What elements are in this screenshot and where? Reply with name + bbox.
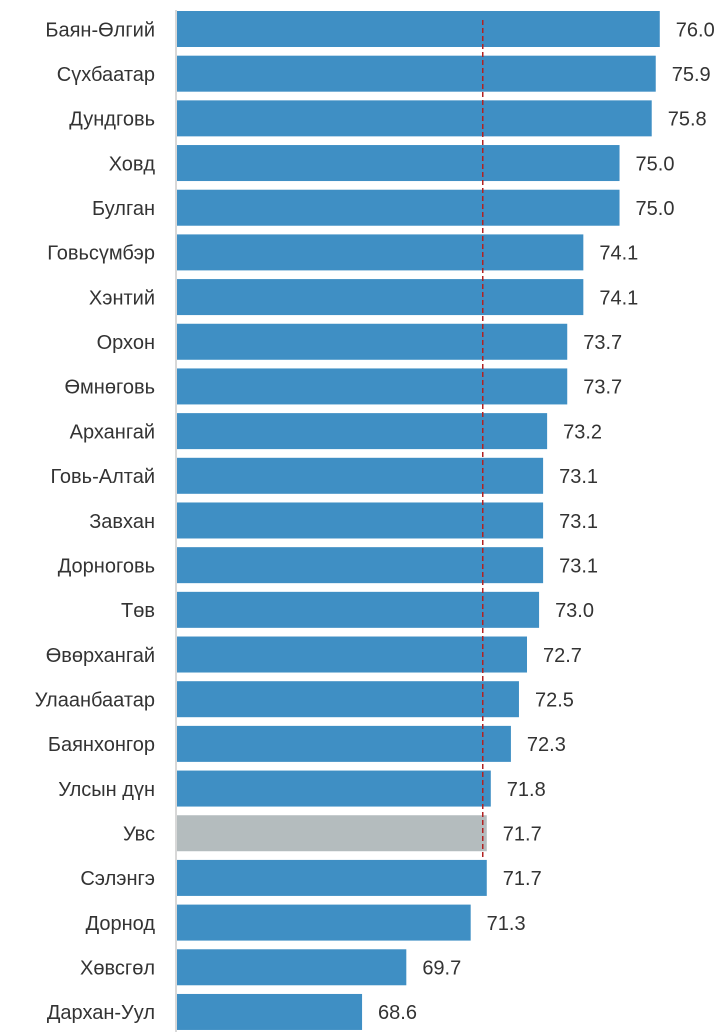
category-label: Булган — [92, 198, 155, 220]
bar — [177, 770, 491, 807]
value-label: 72.5 — [535, 689, 574, 711]
value-label: 69.7 — [422, 958, 461, 980]
value-label: 68.6 — [378, 1002, 417, 1024]
value-label: 74.1 — [599, 287, 638, 309]
value-label: 73.7 — [583, 332, 622, 354]
bar — [177, 234, 584, 271]
bar — [177, 904, 471, 941]
category-label: Өмнөговь — [65, 377, 156, 399]
category-label: Сүхбаатар — [57, 64, 155, 86]
category-label: Ховд — [109, 153, 156, 175]
value-label: 73.0 — [555, 600, 594, 622]
bar — [177, 949, 407, 986]
bar — [177, 189, 620, 226]
category-label: Улсын дүн — [58, 779, 155, 801]
value-label: 75.9 — [672, 64, 711, 86]
category-label: Увс — [123, 824, 155, 846]
bar — [177, 55, 656, 92]
bar — [177, 413, 548, 450]
bar — [177, 279, 584, 316]
bar — [177, 368, 568, 405]
value-label: 71.3 — [487, 913, 526, 935]
category-label: Орхон — [97, 332, 155, 354]
category-label: Баянхонгор — [48, 734, 155, 756]
value-label: 75.8 — [668, 109, 707, 131]
bar — [177, 993, 363, 1030]
bar — [177, 100, 652, 137]
bar — [177, 591, 540, 628]
value-label: 73.1 — [559, 511, 598, 533]
value-label: 72.7 — [543, 645, 582, 667]
value-label: 73.7 — [583, 377, 622, 399]
category-label: Дархан-Уул — [47, 1002, 155, 1024]
category-label: Улаанбаатар — [35, 689, 155, 711]
category-label: Дундговь — [69, 109, 155, 131]
bar — [177, 725, 511, 762]
value-label: 71.7 — [503, 868, 542, 890]
bar — [177, 636, 528, 673]
value-label: 71.7 — [503, 824, 542, 846]
bar — [177, 815, 487, 852]
category-label: Говьсүмбэр — [47, 243, 155, 265]
value-label: 73.2 — [563, 421, 602, 443]
category-label: Сэлэнгэ — [80, 868, 155, 890]
bar — [177, 457, 544, 494]
value-label: 71.8 — [507, 779, 546, 801]
category-label: Баян-Өлгий — [45, 19, 155, 41]
category-label: Хэнтий — [89, 287, 155, 309]
value-label: 73.1 — [559, 555, 598, 577]
category-label: Завхан — [89, 511, 155, 533]
value-label: 74.1 — [599, 243, 638, 265]
value-label: 75.0 — [636, 198, 675, 220]
bar — [177, 502, 544, 539]
category-label: Дорноговь — [58, 555, 155, 577]
category-label: Архангай — [70, 421, 155, 443]
category-label: Өвөрхангай — [46, 645, 155, 667]
category-label: Төв — [121, 600, 155, 622]
category-label: Дорнод — [86, 913, 156, 935]
value-label: 72.3 — [527, 734, 566, 756]
value-label: 73.1 — [559, 466, 598, 488]
value-label: 75.0 — [636, 153, 675, 175]
bar — [177, 323, 568, 360]
category-label: Говь-Алтай — [50, 466, 155, 488]
category-label: Хөвсгөл — [80, 958, 155, 980]
value-label: 76.0 — [676, 19, 715, 41]
bar — [177, 681, 519, 718]
bar — [177, 11, 660, 47]
bar — [177, 547, 544, 584]
bar — [177, 145, 620, 182]
bar — [177, 859, 487, 896]
